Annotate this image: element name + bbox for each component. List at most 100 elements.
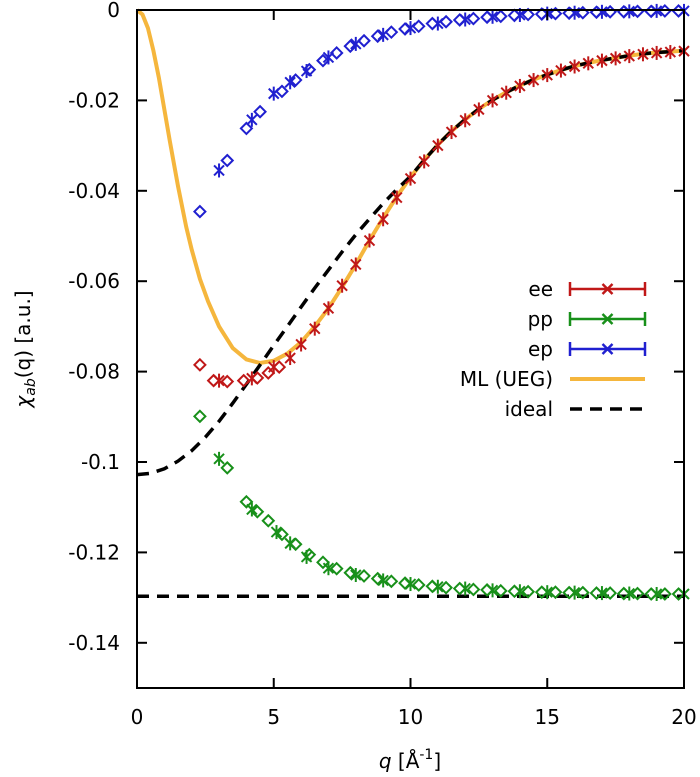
- point-ep: [596, 4, 608, 19]
- point-ee-diamond: [220, 374, 235, 389]
- point-ee: [391, 190, 403, 205]
- point-pp-diamond: [575, 585, 590, 600]
- point-pp: [650, 586, 663, 601]
- point-ep: [284, 75, 296, 90]
- point-pp: [350, 568, 362, 582]
- point-ee: [459, 113, 471, 128]
- legend: ee pp ep ML (UEG) ideal: [460, 277, 647, 421]
- point-ee: [568, 59, 581, 74]
- point-pp-diamond: [316, 555, 330, 570]
- point-ee: [514, 78, 526, 93]
- point-ep-diamond: [329, 46, 344, 60]
- point-ee: [445, 125, 458, 140]
- point-pp: [322, 561, 335, 576]
- point-pp: [459, 581, 471, 596]
- point-pp: [300, 549, 313, 564]
- x-tick-label: 5: [267, 705, 280, 729]
- legend-item-ml-ueg: ML (UEG): [460, 367, 645, 391]
- point-ep: [377, 27, 389, 42]
- point-ep: [300, 64, 313, 79]
- point-ee: [213, 373, 225, 388]
- legend-swatch-marker: [601, 283, 614, 295]
- y-axis-title-subscript: ab: [23, 378, 39, 396]
- legend-label: ee: [528, 277, 553, 301]
- point-ep-diamond: [425, 16, 440, 31]
- point-ee-diamond: [272, 360, 287, 374]
- point-pp: [432, 579, 444, 594]
- y-tick-label: -0.14: [68, 631, 120, 655]
- series-ee: [192, 44, 690, 389]
- point-ee-diamond: [192, 357, 207, 372]
- legend-swatch-marker: [601, 313, 614, 325]
- legend-label: ideal: [505, 397, 553, 421]
- point-ee: [637, 47, 649, 62]
- x-tick-label: 10: [398, 705, 423, 729]
- point-ep-diamond: [253, 104, 267, 119]
- point-pp-diamond: [466, 582, 481, 597]
- point-pp-diamond: [452, 581, 467, 596]
- point-ep-diamond: [192, 204, 207, 219]
- point-ep-diamond: [220, 153, 235, 168]
- point-pp-diamond: [384, 574, 399, 589]
- point-ee: [486, 93, 499, 108]
- point-ee: [500, 85, 512, 100]
- point-pp: [514, 584, 526, 599]
- point-ep: [213, 163, 225, 178]
- point-ee: [555, 63, 567, 78]
- y-tick-label: 0: [107, 0, 120, 22]
- point-pp: [541, 585, 553, 600]
- point-ep: [322, 50, 335, 65]
- axes: 0 5 10 15 20 0 -0.02 -0.04 -0.06 -0.08 -0.1 -0.12 -0…: [68, 0, 696, 729]
- point-ep-diamond: [493, 9, 508, 24]
- point-ep-diamond: [384, 25, 399, 40]
- point-pp: [213, 451, 225, 466]
- point-pp-diamond: [261, 513, 276, 528]
- point-ep: [623, 4, 636, 19]
- point-ep: [486, 9, 499, 24]
- legend-label: ep: [528, 337, 553, 361]
- point-ee: [664, 45, 677, 60]
- point-pp-diamond: [411, 578, 426, 592]
- point-pp-diamond: [343, 565, 358, 580]
- point-ee: [541, 68, 553, 83]
- y-axis-title-var: χ: [11, 395, 35, 409]
- legend-item-ee: ee: [528, 277, 647, 301]
- point-pp-diamond: [192, 409, 207, 424]
- y-tick-label: -0.1: [81, 450, 120, 474]
- point-ep-diamond: [439, 14, 453, 29]
- legend-item-ep: ep: [528, 337, 647, 361]
- x-tick-label: 0: [131, 705, 144, 729]
- point-ee: [404, 171, 417, 186]
- plot-area: [135, 3, 690, 601]
- y-axis-title-rest: (q) [a.u.]: [11, 290, 35, 378]
- point-ee: [432, 138, 444, 153]
- x-tick-label: 15: [535, 705, 560, 729]
- point-ep: [404, 21, 417, 36]
- point-pp: [246, 502, 258, 517]
- point-ee: [268, 360, 280, 375]
- point-ep-diamond: [548, 6, 563, 21]
- point-pp-diamond: [220, 460, 235, 475]
- point-pp-diamond: [439, 580, 453, 595]
- point-ee: [295, 337, 307, 352]
- point-ee: [246, 371, 258, 386]
- point-ee-diamond: [236, 373, 251, 388]
- series-line-ideal: [136, 48, 685, 477]
- point-ee: [527, 73, 540, 88]
- point-ep: [268, 86, 280, 101]
- point-ee: [350, 257, 362, 272]
- point-ee: [596, 53, 608, 68]
- point-pp: [404, 577, 417, 592]
- point-ee-diamond: [261, 366, 276, 380]
- point-ee: [418, 154, 430, 169]
- legend-item-pp: pp: [528, 307, 647, 331]
- point-ee: [363, 233, 376, 248]
- y-tick-label: -0.08: [68, 360, 120, 384]
- point-pp-diamond: [493, 583, 508, 598]
- point-pp-diamond: [630, 586, 645, 601]
- legend-label: ML (UEG): [460, 367, 553, 391]
- point-pp-diamond: [521, 584, 536, 599]
- x-axis-title-close: ]: [433, 749, 441, 773]
- point-pp: [377, 573, 389, 588]
